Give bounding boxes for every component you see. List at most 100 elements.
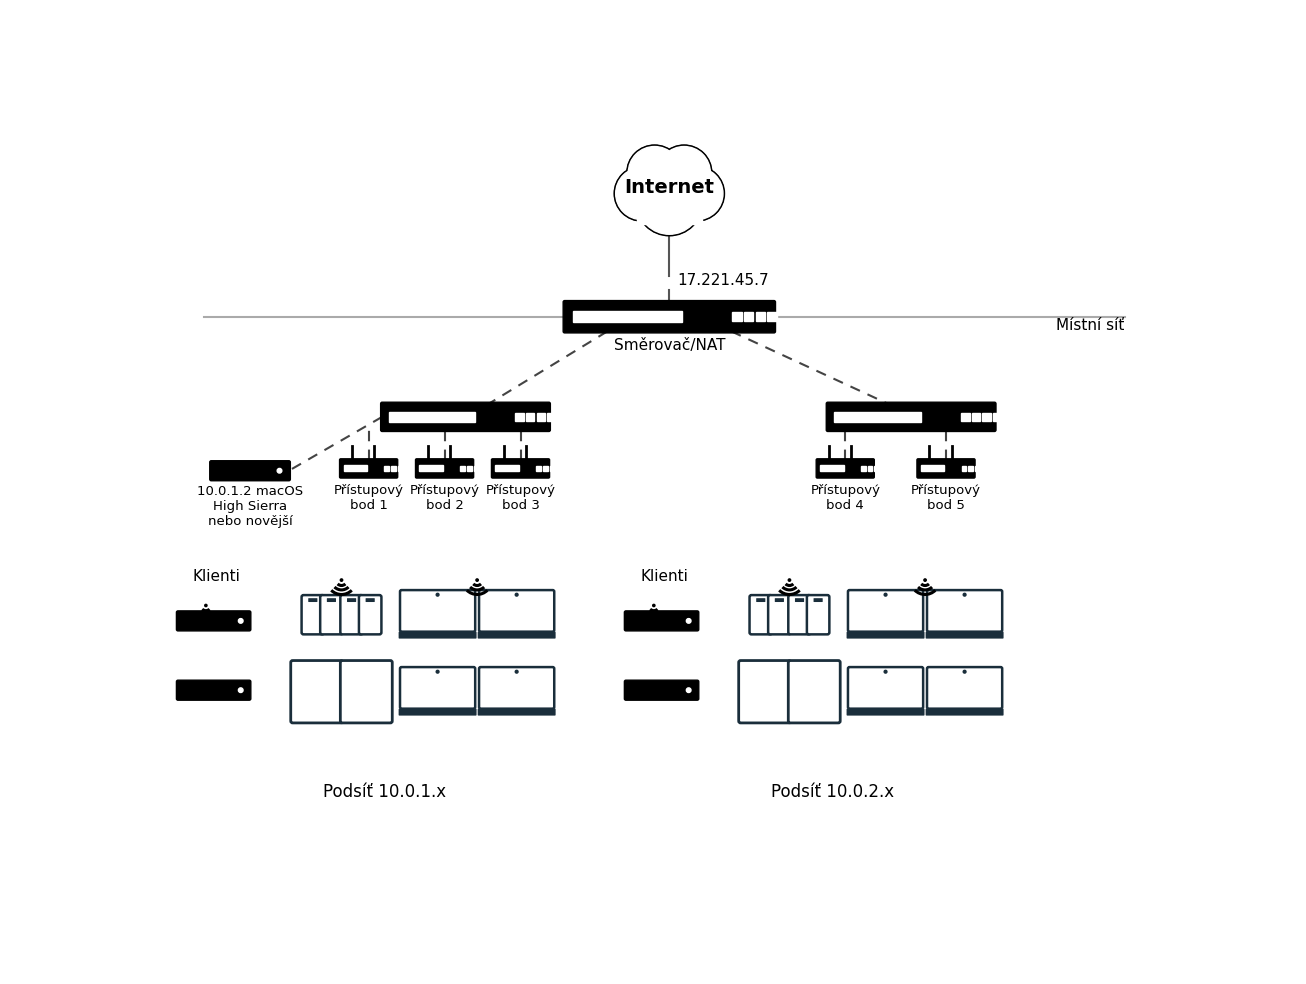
Text: Klienti: Klienti	[641, 569, 688, 584]
FancyBboxPatch shape	[308, 598, 317, 602]
Bar	[468, 466, 471, 470]
Bar	[516, 412, 524, 421]
FancyBboxPatch shape	[768, 595, 790, 635]
Bar	[495, 465, 518, 471]
Circle shape	[675, 172, 718, 215]
Bar	[961, 412, 969, 421]
FancyBboxPatch shape	[636, 201, 703, 224]
Circle shape	[436, 593, 439, 596]
FancyBboxPatch shape	[756, 598, 765, 602]
FancyBboxPatch shape	[750, 595, 772, 635]
Circle shape	[884, 670, 887, 673]
Circle shape	[658, 147, 710, 199]
Bar	[921, 465, 944, 471]
Circle shape	[640, 161, 699, 220]
FancyBboxPatch shape	[926, 708, 1003, 715]
Bar	[961, 466, 966, 470]
Circle shape	[627, 146, 682, 200]
FancyBboxPatch shape	[927, 590, 1002, 632]
Bar	[537, 466, 541, 470]
Bar	[733, 312, 742, 322]
FancyBboxPatch shape	[210, 461, 290, 481]
Circle shape	[205, 604, 208, 606]
FancyBboxPatch shape	[478, 708, 555, 715]
Text: Podsíť 10.0.2.x: Podsíť 10.0.2.x	[771, 783, 893, 801]
Bar	[573, 311, 682, 323]
Circle shape	[631, 154, 708, 228]
Bar	[397, 466, 402, 470]
FancyBboxPatch shape	[917, 459, 976, 478]
FancyBboxPatch shape	[320, 595, 342, 635]
FancyBboxPatch shape	[400, 590, 475, 632]
Bar	[861, 466, 866, 470]
Bar	[874, 466, 879, 470]
Circle shape	[239, 688, 243, 693]
Circle shape	[964, 670, 966, 673]
FancyBboxPatch shape	[491, 459, 550, 478]
FancyBboxPatch shape	[302, 595, 324, 635]
Circle shape	[687, 688, 691, 693]
Bar	[768, 312, 777, 322]
Circle shape	[662, 152, 705, 194]
Bar	[543, 466, 547, 470]
FancyBboxPatch shape	[398, 708, 477, 715]
Circle shape	[436, 670, 439, 673]
FancyBboxPatch shape	[563, 300, 776, 333]
FancyBboxPatch shape	[624, 611, 699, 631]
Circle shape	[615, 166, 670, 220]
Bar	[389, 412, 475, 422]
FancyBboxPatch shape	[774, 598, 784, 602]
FancyBboxPatch shape	[637, 201, 701, 222]
Bar	[390, 466, 396, 470]
FancyBboxPatch shape	[366, 598, 375, 602]
FancyBboxPatch shape	[479, 590, 554, 632]
FancyBboxPatch shape	[326, 598, 336, 602]
Bar	[384, 466, 389, 470]
FancyBboxPatch shape	[478, 632, 555, 639]
Bar	[756, 312, 765, 322]
Circle shape	[628, 147, 680, 199]
Bar	[547, 412, 555, 421]
FancyBboxPatch shape	[341, 595, 363, 635]
Circle shape	[884, 593, 887, 596]
FancyBboxPatch shape	[846, 708, 925, 715]
FancyBboxPatch shape	[739, 660, 790, 723]
FancyBboxPatch shape	[176, 680, 251, 701]
FancyBboxPatch shape	[359, 595, 381, 635]
Text: Podsíť 10.0.1.x: Podsíť 10.0.1.x	[323, 783, 445, 801]
Bar	[419, 465, 443, 471]
Circle shape	[277, 468, 282, 473]
FancyBboxPatch shape	[816, 459, 874, 478]
Text: 10.0.1.2 macOS
High Sierra
nebo novější: 10.0.1.2 macOS High Sierra nebo novější	[197, 484, 303, 527]
FancyBboxPatch shape	[927, 667, 1002, 708]
Circle shape	[620, 172, 663, 215]
Circle shape	[637, 171, 701, 234]
Bar	[526, 412, 534, 421]
Bar	[343, 465, 367, 471]
FancyBboxPatch shape	[848, 667, 923, 708]
Text: Přístupový
bod 5: Přístupový bod 5	[912, 484, 981, 512]
Circle shape	[923, 579, 926, 582]
Circle shape	[789, 579, 790, 582]
Bar	[820, 465, 844, 471]
Circle shape	[657, 146, 712, 200]
FancyBboxPatch shape	[624, 680, 699, 701]
FancyBboxPatch shape	[415, 459, 474, 478]
Bar	[550, 466, 554, 470]
Circle shape	[632, 154, 707, 227]
Bar	[993, 412, 1002, 421]
FancyBboxPatch shape	[789, 660, 840, 723]
FancyBboxPatch shape	[926, 632, 1003, 639]
Text: Přístupový
bod 4: Přístupový bod 4	[810, 484, 880, 512]
FancyBboxPatch shape	[291, 660, 342, 723]
Circle shape	[516, 670, 518, 673]
Bar	[972, 412, 980, 421]
FancyBboxPatch shape	[380, 402, 550, 431]
Circle shape	[644, 178, 695, 228]
Bar	[537, 412, 545, 421]
Bar	[835, 412, 921, 422]
Bar	[460, 466, 465, 470]
Text: Směrovač/NAT: Směrovač/NAT	[614, 338, 725, 352]
Text: Internet: Internet	[624, 178, 714, 197]
Bar	[976, 466, 980, 470]
